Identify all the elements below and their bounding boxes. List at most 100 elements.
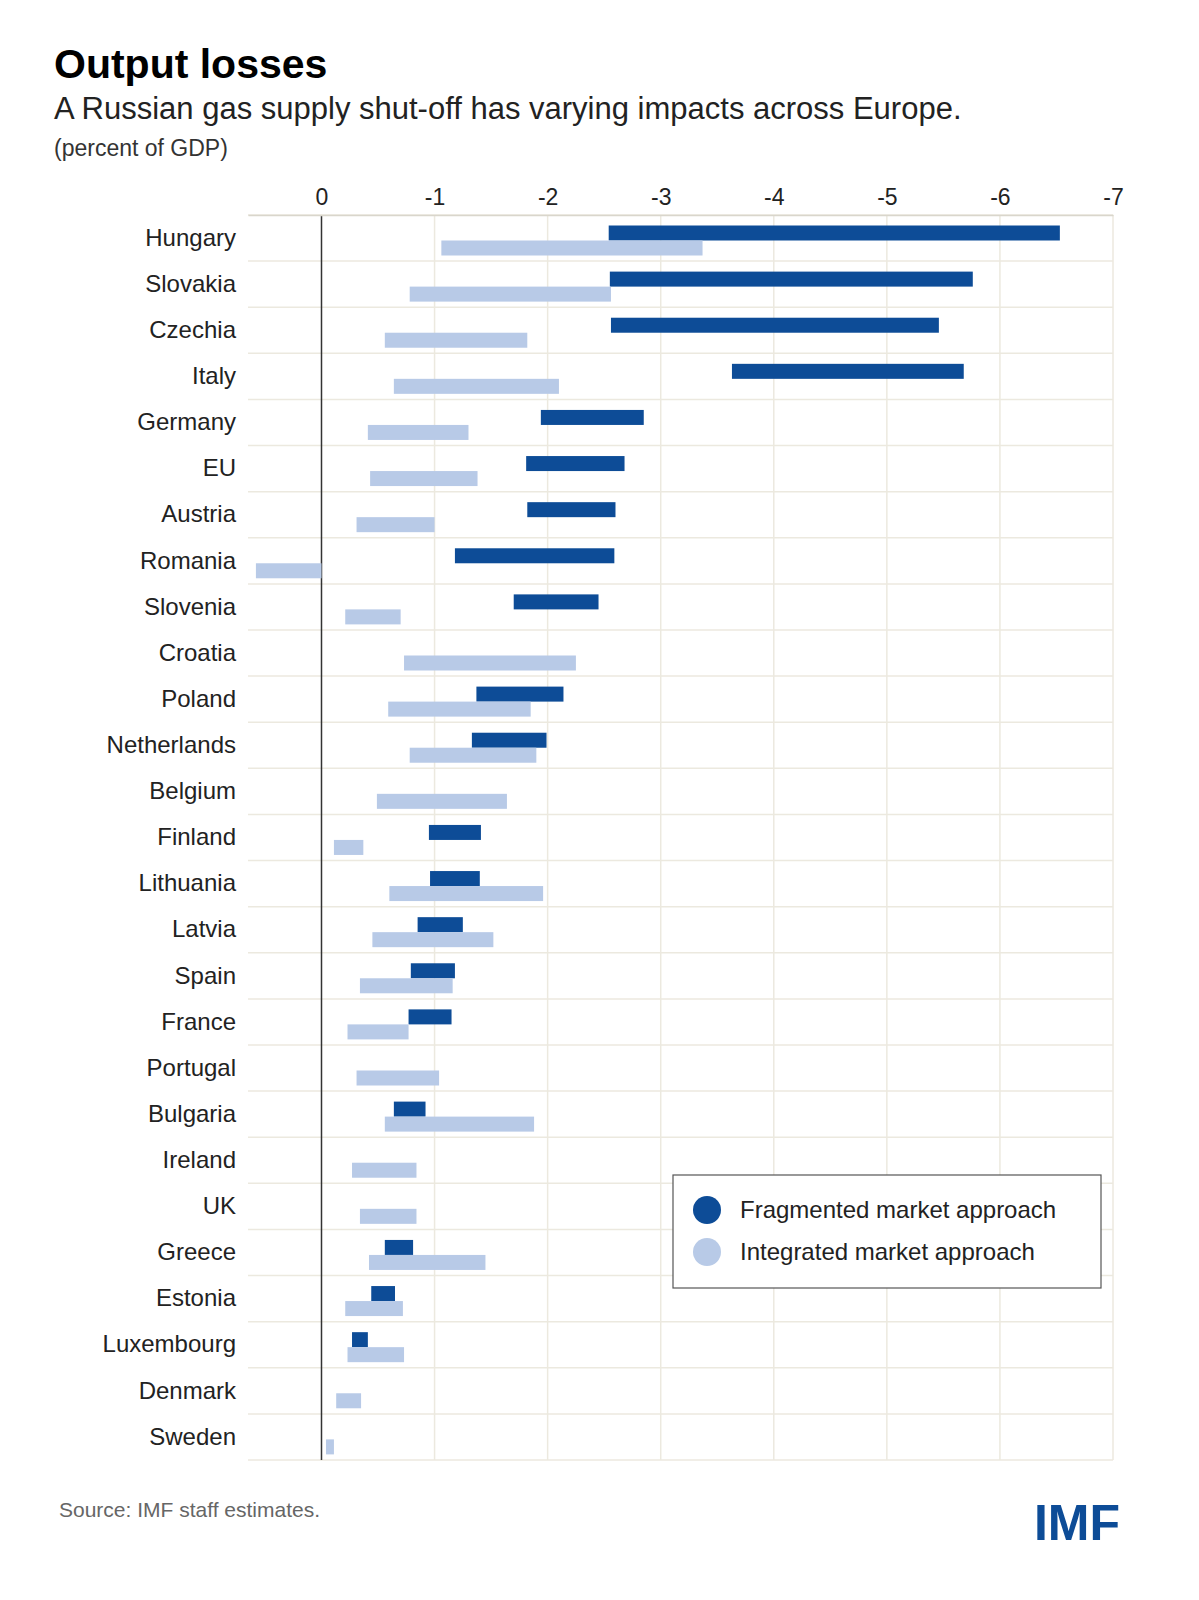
range-bar bbox=[368, 425, 469, 440]
category-label: Luxembourg bbox=[103, 1330, 236, 1357]
range-bar bbox=[357, 517, 435, 532]
unit-label: (percent of GDP) bbox=[54, 135, 228, 161]
range-bar bbox=[409, 1009, 452, 1024]
category-label: Latvia bbox=[172, 915, 237, 942]
category-label: Czechia bbox=[149, 316, 236, 343]
x-axis: 0-1-2-3-4-5-6-7 bbox=[249, 184, 1124, 216]
y-tick: Croatia bbox=[159, 639, 248, 666]
row-grid-line bbox=[248, 768, 1113, 770]
y-tick: Czechia bbox=[149, 316, 248, 343]
range-bar bbox=[476, 687, 563, 702]
x-tick-label: -1 bbox=[425, 184, 445, 210]
range-bar bbox=[732, 364, 964, 379]
title: Output losses bbox=[54, 41, 327, 87]
category-label: Lithuania bbox=[139, 869, 237, 896]
x-tick: -7 bbox=[1103, 184, 1123, 215]
range-bar bbox=[610, 272, 973, 287]
category-label: Denmark bbox=[139, 1377, 237, 1404]
y-tick: Estonia bbox=[156, 1284, 248, 1311]
category-label: Germany bbox=[137, 408, 236, 435]
row-grid-line bbox=[248, 998, 1113, 1000]
category-label: Bulgaria bbox=[148, 1100, 237, 1127]
x-tick-label: -3 bbox=[651, 184, 671, 210]
range-bar bbox=[472, 733, 547, 748]
range-bar bbox=[334, 840, 363, 855]
legend-box bbox=[673, 1175, 1101, 1288]
range-bar bbox=[526, 456, 624, 471]
y-tick: Netherlands bbox=[107, 731, 248, 758]
range-bar bbox=[385, 1117, 534, 1132]
range-bar bbox=[441, 241, 702, 256]
row-grid-line bbox=[248, 1413, 1113, 1415]
range-bar bbox=[345, 1301, 403, 1316]
range-bar bbox=[404, 656, 576, 671]
x-tick-label: -4 bbox=[764, 184, 785, 210]
grid-line bbox=[660, 215, 662, 1460]
grid-line bbox=[1112, 215, 1114, 1460]
range-bar bbox=[352, 1332, 368, 1347]
range-bar bbox=[527, 502, 615, 517]
range-bar bbox=[394, 379, 559, 394]
brand: IMF bbox=[1034, 1495, 1120, 1551]
range-bar bbox=[429, 825, 481, 840]
category-label: Slovenia bbox=[144, 593, 237, 620]
y-tick: France bbox=[161, 1008, 248, 1035]
x-tick-label: -6 bbox=[990, 184, 1010, 210]
row-grid-line bbox=[248, 1044, 1113, 1046]
y-axis: HungarySlovakiaCzechiaItalyGermanyEUAust… bbox=[103, 224, 248, 1450]
row-grid-line bbox=[248, 491, 1113, 493]
range-bar bbox=[410, 287, 611, 302]
range-bar bbox=[369, 1255, 485, 1270]
x-tick-label: 0 bbox=[316, 184, 329, 210]
range-bar bbox=[348, 1024, 409, 1039]
y-tick: Italy bbox=[192, 362, 248, 389]
y-tick: Romania bbox=[140, 547, 248, 574]
y-tick: Finland bbox=[157, 823, 248, 850]
range-bar bbox=[609, 226, 1060, 241]
y-tick: Germany bbox=[137, 408, 248, 435]
row-grid-line bbox=[248, 906, 1113, 908]
y-tick: Denmark bbox=[139, 1377, 248, 1404]
range-bar bbox=[455, 548, 614, 563]
range-bar bbox=[345, 609, 400, 624]
y-tick: Hungary bbox=[145, 224, 248, 251]
subtitle: A Russian gas supply shut-off has varyin… bbox=[54, 91, 962, 126]
y-tick: Latvia bbox=[172, 915, 248, 942]
row-grid-line bbox=[248, 353, 1113, 355]
range-bar bbox=[357, 1071, 440, 1086]
x-tick: -4 bbox=[764, 184, 785, 215]
row-grid-line bbox=[248, 675, 1113, 677]
category-label: Portugal bbox=[147, 1054, 236, 1081]
y-tick: Slovenia bbox=[144, 593, 248, 620]
category-label: Italy bbox=[192, 362, 236, 389]
range-bar bbox=[360, 1209, 417, 1224]
row-grid-line bbox=[248, 445, 1113, 447]
row-grid-line bbox=[248, 629, 1113, 631]
category-label: Spain bbox=[175, 962, 236, 989]
category-label: Belgium bbox=[149, 777, 236, 804]
range-bar bbox=[611, 318, 939, 333]
x-tick: -2 bbox=[538, 184, 558, 215]
x-tick: -1 bbox=[425, 184, 445, 215]
category-label: EU bbox=[203, 454, 236, 481]
row-grid-line bbox=[248, 1367, 1113, 1369]
y-tick: Lithuania bbox=[139, 869, 248, 896]
range-bar bbox=[385, 1240, 413, 1255]
category-label: Sweden bbox=[149, 1423, 236, 1450]
x-tick: -6 bbox=[990, 184, 1010, 215]
y-tick: EU bbox=[203, 454, 248, 481]
category-label: UK bbox=[203, 1192, 236, 1219]
row-grid-line bbox=[248, 214, 1113, 216]
range-bar bbox=[411, 963, 455, 978]
y-tick: Portugal bbox=[147, 1054, 248, 1081]
range-bar bbox=[394, 1102, 426, 1117]
range-bar bbox=[352, 1163, 416, 1178]
y-tick: Belgium bbox=[149, 777, 248, 804]
legend-swatch bbox=[693, 1196, 721, 1224]
source: Source: IMF staff estimates. bbox=[59, 1498, 320, 1521]
range-bar bbox=[348, 1347, 405, 1362]
row-grid-line bbox=[248, 952, 1113, 954]
y-tick: Spain bbox=[175, 962, 248, 989]
row-grid-line bbox=[248, 721, 1113, 723]
range-bar bbox=[410, 748, 537, 763]
